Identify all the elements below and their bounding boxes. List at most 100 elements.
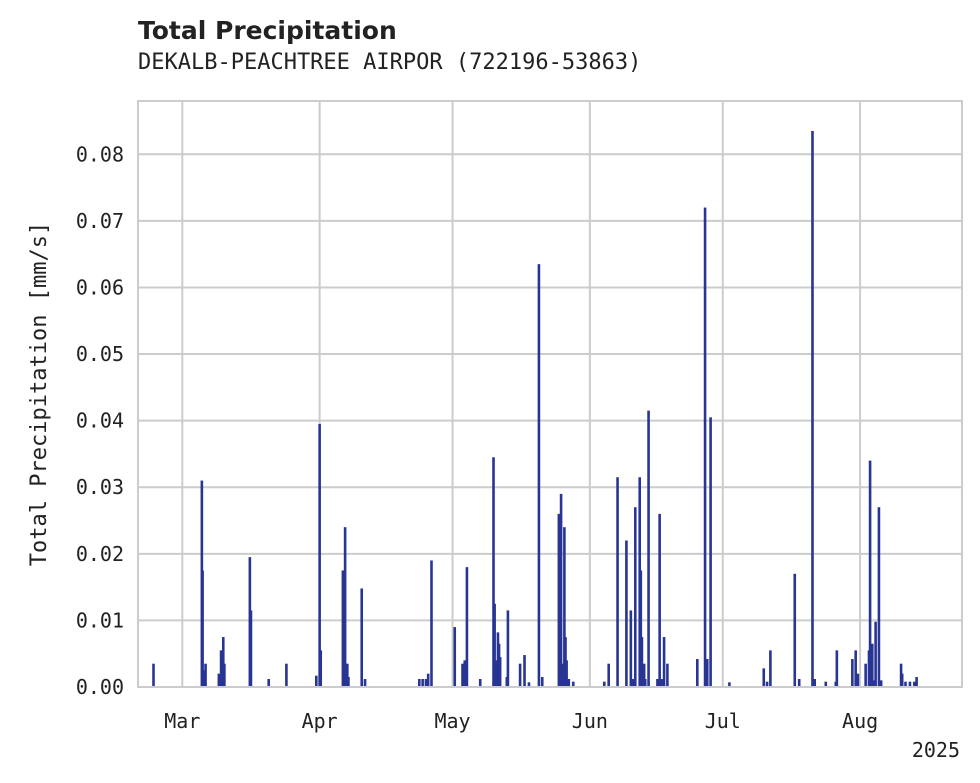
precipitation-bar xyxy=(864,663,867,687)
y-tick-label: 0.06 xyxy=(76,275,124,299)
precipitation-bar xyxy=(346,663,349,687)
precipitation-bar xyxy=(249,610,253,687)
precipitation-bar xyxy=(656,679,659,687)
precipitation-bar xyxy=(811,130,814,687)
precipitation-bar xyxy=(563,527,566,687)
precipitation-bar xyxy=(559,493,563,687)
precipitation-bar xyxy=(523,655,526,687)
precipitation-bar xyxy=(643,679,647,687)
x-tick-label: Apr xyxy=(302,709,338,733)
precipitation-bar xyxy=(565,660,568,687)
precipitation-bar xyxy=(267,679,270,687)
y-tick-label: 0.03 xyxy=(76,475,124,499)
precipitation-bar xyxy=(856,673,860,687)
precipitation-bar xyxy=(421,679,424,687)
precipitation-bar xyxy=(493,603,496,687)
precipitation-bar xyxy=(662,637,666,687)
y-tick-label: 0.01 xyxy=(76,608,124,632)
precipitation-bar xyxy=(633,507,637,687)
x-tick-label: Aug xyxy=(842,709,878,733)
precipitation-bar xyxy=(854,650,857,687)
precipitation-bar xyxy=(202,670,205,687)
precipitation-bar xyxy=(537,264,541,687)
x-tick-label: May xyxy=(434,709,470,733)
precipitation-bar xyxy=(285,663,288,687)
precipitation-bar xyxy=(607,663,610,687)
precipitation-bar xyxy=(540,677,544,687)
precipitation-bar xyxy=(900,673,904,687)
plot-frame xyxy=(137,100,963,688)
x-tick-label: Jul xyxy=(705,709,741,733)
precipitation-bar xyxy=(221,637,225,687)
precipitation-bar xyxy=(639,570,643,687)
precipitation-bar xyxy=(647,410,650,687)
y-tick-label: 0.04 xyxy=(76,409,124,433)
y-tick-label: 0.08 xyxy=(76,142,124,166)
precipitation-bar xyxy=(904,681,907,687)
precipitation-bar xyxy=(492,457,495,687)
precipitation-bar xyxy=(478,679,482,687)
y-tick-label: 0.05 xyxy=(76,342,124,366)
precipitation-bar xyxy=(765,681,769,687)
y-axis-label: Total Precipitation [mm/s] xyxy=(27,222,52,566)
precipitation-bar xyxy=(518,663,522,687)
precipitation-bar xyxy=(762,668,766,687)
precipitation-bar xyxy=(567,679,571,687)
precipitation-bar xyxy=(813,679,816,687)
precipitation-bar xyxy=(824,681,828,687)
precipitation-bar xyxy=(571,681,575,687)
precipitation-bar xyxy=(463,660,467,687)
ticks-layer: 0.00 0.01 0.02 0.03 0.04 0.05 0.06 0.07 0.08 Mar A… xyxy=(76,142,878,733)
precipitation-bar xyxy=(506,610,510,687)
y-tick-label: 0.07 xyxy=(76,209,124,233)
precipitation-bar xyxy=(874,621,877,687)
precipitation-bar xyxy=(318,423,321,687)
precipitation-bar xyxy=(223,663,226,687)
precipitation-bar xyxy=(426,673,430,687)
precipitation-bar xyxy=(343,527,347,687)
precipitation-bar xyxy=(219,650,223,687)
x-axis-year-label: 2025 xyxy=(912,738,960,762)
precipitation-bar xyxy=(430,560,433,687)
precipitation-bar xyxy=(424,679,428,687)
precipitation-bar xyxy=(879,680,883,687)
precipitation-bar xyxy=(908,681,912,687)
precipitation-bar xyxy=(201,570,204,687)
precipitation-bar xyxy=(660,679,664,687)
precipitation-bar xyxy=(696,659,699,687)
x-tick-label: Jun xyxy=(572,709,608,733)
grid-layer xyxy=(138,101,962,688)
precipitation-bar xyxy=(709,417,712,687)
precipitation-bar xyxy=(315,675,318,687)
precipitation-bar xyxy=(658,513,661,687)
precipitation-bar xyxy=(461,663,464,687)
precipitation-bar xyxy=(703,207,707,687)
precipitation-bar xyxy=(629,610,633,687)
precipitation-bar xyxy=(204,663,207,687)
bars-layer xyxy=(152,130,918,687)
precipitation-bar xyxy=(602,681,606,687)
precipitation-bar xyxy=(557,513,561,687)
precipitation-bar xyxy=(453,627,457,687)
precipitation-bar xyxy=(616,477,619,687)
precipitation-bar xyxy=(631,679,635,687)
precipitation-bar xyxy=(360,588,364,687)
precipitation-bar xyxy=(217,673,221,687)
precipitation-bar xyxy=(341,570,345,687)
precipitation-bar xyxy=(642,663,646,687)
precipitation-bar xyxy=(498,657,502,687)
precipitation-bar xyxy=(915,677,918,687)
precipitation-bar xyxy=(363,679,367,687)
y-tick-label: 0.02 xyxy=(76,542,124,566)
precipitation-bar xyxy=(527,682,531,687)
precipitation-bar xyxy=(877,507,881,687)
precipitation-bar xyxy=(465,567,469,687)
precipitation-bar xyxy=(319,650,323,687)
precipitation-bar xyxy=(851,659,854,687)
precipitation-bar xyxy=(868,460,872,687)
precipitation-bar xyxy=(347,677,350,687)
precipitation-bar xyxy=(870,643,874,687)
precipitation-bar xyxy=(835,650,839,687)
precipitation-bar xyxy=(769,650,772,687)
